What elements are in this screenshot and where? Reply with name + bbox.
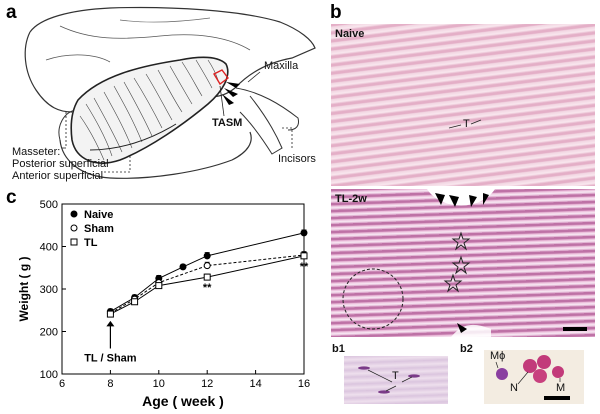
y-tick-label: 200 <box>40 327 58 339</box>
micrograph-b1: T <box>344 356 448 404</box>
y-axis-label: Weight ( g ) <box>17 256 31 321</box>
label-tl2w: TL-2w <box>335 193 367 205</box>
x-tick-label: 16 <box>298 378 310 390</box>
annotation: ** <box>203 282 212 294</box>
naive-leader-lines <box>448 119 482 129</box>
label-b1: b1 <box>332 343 345 355</box>
label-tasm: TASM <box>212 117 243 129</box>
legend-label-tl: TL <box>84 237 98 249</box>
label-masseter: Masseter: <box>12 146 61 158</box>
b1-nuclei <box>358 366 420 394</box>
legend-label-sham: Sham <box>84 223 114 235</box>
micrograph-b2: Mϕ N M <box>484 350 584 404</box>
label-posterior-superficial: Posterior superficial <box>12 158 109 170</box>
b2-cells <box>495 355 570 400</box>
data-point-tl <box>155 282 163 290</box>
label-b2-m: M <box>556 382 566 394</box>
label-naive: Naive <box>335 28 365 40</box>
annotation: ** <box>300 261 309 273</box>
data-point-sham <box>203 262 211 270</box>
label-b1-t: T <box>392 370 399 382</box>
y-tick-label: 400 <box>40 242 58 254</box>
micrograph-tl2w: TL-2w <box>331 189 595 337</box>
tl-sham-arrow-head <box>106 320 115 327</box>
label-b2-mphi: Mϕ <box>490 350 506 362</box>
x-tick-label: 8 <box>107 378 113 390</box>
data-point-naive <box>203 252 211 260</box>
panel-label-b: b <box>330 2 342 23</box>
skull-illustration <box>24 6 316 179</box>
y-tick-label: 500 <box>40 199 58 211</box>
label-b2: b2 <box>460 343 473 355</box>
tl2w-overlay <box>342 189 587 337</box>
x-tick-label: 12 <box>201 378 213 390</box>
label-incisors: Incisors <box>278 153 316 165</box>
label-t-naive: T <box>463 118 470 130</box>
chart-series <box>106 229 308 318</box>
chart-annotations: ** ** TL / Sham <box>84 261 309 364</box>
data-point-tl <box>203 273 211 281</box>
x-tick-label: 14 <box>249 378 261 390</box>
series-line-naive <box>110 232 305 312</box>
y-tick-label: 300 <box>40 284 58 296</box>
legend-marker-tl <box>70 238 78 246</box>
weight-chart: 6 8 10 12 14 16 100 200 300 400 500 Age ( week ) Wei… <box>17 199 310 409</box>
data-point-naive <box>179 263 187 271</box>
x-tick-label: 10 <box>153 378 165 390</box>
annotation: TL / Sham <box>84 352 137 364</box>
data-point-naive <box>300 229 308 237</box>
micrograph-naive: Naive T <box>331 24 595 186</box>
legend-marker-naive <box>70 210 78 218</box>
data-point-tl <box>106 310 114 318</box>
data-point-tl <box>300 252 308 260</box>
label-maxilla: Maxilla <box>264 60 299 72</box>
x-axis-label: Age ( week ) <box>142 393 224 409</box>
panel-label-a: a <box>6 2 17 23</box>
chart-axes: 6 8 10 12 14 16 100 200 300 400 500 Age ( week ) Wei… <box>17 199 310 409</box>
label-anterior-superficial: Anterior superficial <box>12 170 104 182</box>
x-tick-label: 6 <box>59 378 65 390</box>
legend-label-naive: Naive <box>84 209 113 221</box>
legend-marker-sham <box>70 224 78 232</box>
data-point-tl <box>131 298 139 306</box>
label-b2-n: N <box>510 382 518 394</box>
y-tick-label: 100 <box>40 369 58 381</box>
panel-label-c: c <box>6 187 17 208</box>
chart-legend: Naive Sham TL <box>70 209 114 249</box>
